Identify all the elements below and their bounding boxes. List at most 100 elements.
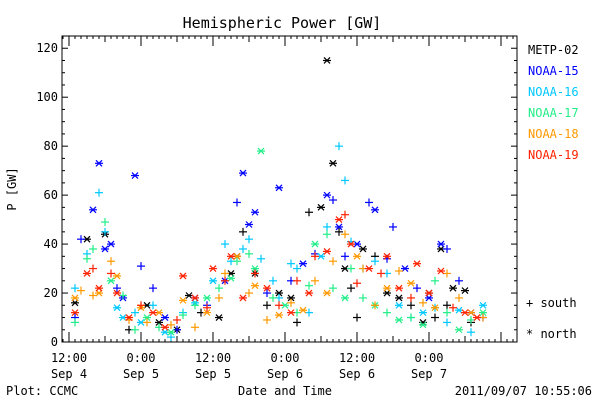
data-point — [287, 298, 295, 307]
data-point — [221, 240, 229, 249]
data-point — [365, 265, 373, 272]
data-point — [455, 293, 463, 302]
data-point — [233, 257, 241, 266]
x-tick-time: 12:00 — [339, 351, 375, 365]
data-point — [95, 284, 103, 292]
data-point — [71, 299, 79, 307]
data-point — [407, 279, 415, 287]
y-tick-label: 0 — [51, 335, 58, 349]
data-point — [425, 289, 433, 297]
data-point — [323, 247, 331, 255]
data-point — [179, 311, 187, 320]
data-point — [437, 267, 445, 275]
data-point — [407, 313, 415, 322]
data-point — [329, 257, 337, 266]
data-point — [467, 328, 475, 337]
data-point — [263, 284, 271, 292]
data-point — [431, 276, 439, 285]
data-point — [107, 240, 115, 248]
data-point — [221, 276, 229, 285]
data-point — [287, 309, 295, 317]
data-point — [395, 284, 403, 292]
data-point — [383, 289, 391, 297]
data-point — [275, 184, 283, 192]
data-point — [443, 318, 451, 327]
data-point — [83, 254, 91, 263]
legend-entry: NOAA-15 — [528, 64, 579, 78]
data-point — [251, 265, 259, 272]
data-point — [161, 314, 169, 321]
chart-title: Hemispheric Power [GW] — [183, 14, 382, 32]
data-point — [455, 326, 463, 334]
data-point — [131, 325, 139, 334]
data-point — [203, 309, 211, 317]
data-point — [275, 289, 283, 297]
data-point — [293, 264, 301, 273]
x-axis: 12:00 Sep 4 0:00 Sep 5 12:00 Sep 5 0:00 Sep 6 12… — [51, 36, 514, 381]
data-point — [437, 240, 445, 248]
data-point — [359, 293, 367, 302]
data-point — [383, 308, 391, 317]
data-point — [251, 269, 259, 278]
data-point — [305, 281, 313, 290]
data-point — [431, 313, 439, 322]
data-point — [431, 304, 439, 312]
data-point — [395, 301, 403, 309]
data-point — [443, 244, 451, 253]
data-point — [95, 289, 103, 297]
data-point — [143, 318, 151, 327]
data-point — [269, 276, 277, 285]
plot-credit: Plot: CCMC — [6, 384, 78, 398]
data-point — [239, 169, 247, 177]
data-point — [95, 159, 103, 167]
data-point — [371, 206, 379, 214]
data-point — [413, 284, 421, 293]
data-point — [311, 252, 319, 261]
data-point — [71, 284, 79, 293]
data-point — [407, 301, 415, 310]
data-point — [449, 303, 457, 312]
x-tick-date: Sep 7 — [411, 367, 447, 381]
data-point — [143, 314, 151, 321]
data-point — [335, 216, 343, 224]
data-point — [461, 309, 469, 317]
data-point — [125, 314, 133, 321]
data-point — [203, 294, 211, 302]
x-tick-time: 0:00 — [415, 351, 444, 365]
data-point — [341, 252, 349, 261]
data-point — [89, 206, 97, 214]
data-point — [395, 267, 403, 276]
data-point — [443, 308, 451, 317]
y-tick-label: 100 — [36, 90, 58, 104]
data-point — [89, 264, 97, 273]
data-point — [323, 57, 331, 64]
data-point — [215, 314, 223, 321]
data-point — [191, 323, 199, 332]
plot-timestamp: 2011/09/07 10:55:06 — [455, 384, 592, 398]
legend-entry: NOAA-16 — [528, 85, 579, 99]
data-point — [395, 294, 403, 302]
data-point — [77, 286, 85, 295]
data-point — [227, 252, 235, 260]
data-point — [287, 259, 295, 268]
data-point — [329, 196, 337, 205]
data-point — [251, 208, 259, 216]
data-point — [209, 265, 217, 272]
data-point — [311, 240, 319, 248]
x-tick-date: Sep 4 — [51, 367, 87, 381]
data-point — [167, 320, 175, 329]
data-point — [101, 227, 109, 236]
x-tick-time: 0:00 — [127, 351, 156, 365]
data-point — [257, 147, 265, 155]
data-point — [347, 264, 355, 273]
data-point — [269, 293, 277, 302]
data-point — [71, 309, 79, 317]
y-tick-label: 120 — [36, 41, 58, 55]
data-point — [245, 221, 253, 228]
data-point — [71, 294, 79, 302]
data-point — [323, 191, 331, 199]
data-point — [407, 293, 415, 302]
data-point — [149, 301, 157, 310]
data-point — [107, 269, 115, 278]
data-point — [113, 284, 121, 293]
